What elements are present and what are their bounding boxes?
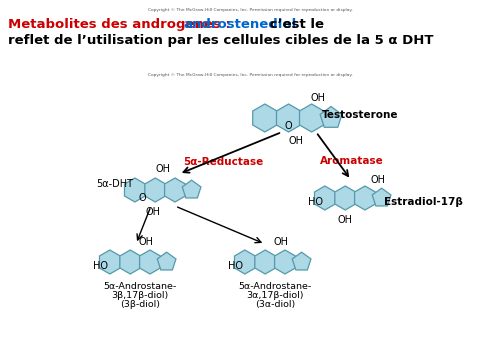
Polygon shape: [292, 252, 311, 270]
Text: (3β-diol): (3β-diol): [120, 300, 160, 309]
Polygon shape: [314, 186, 336, 210]
Polygon shape: [354, 186, 376, 210]
Text: Aromatase: Aromatase: [320, 156, 384, 166]
Text: Metabolites des androgenes :: Metabolites des androgenes :: [8, 18, 235, 31]
Text: 3β,17β-diol): 3β,17β-diol): [112, 291, 168, 300]
Polygon shape: [157, 252, 176, 270]
Text: Copyright © The McGraw-Hill Companies, Inc. Permission required for reproduction: Copyright © The McGraw-Hill Companies, I…: [148, 8, 352, 12]
Polygon shape: [145, 178, 166, 202]
Text: 5α-Androstane-: 5α-Androstane-: [104, 282, 176, 291]
Text: c’est le: c’est le: [265, 18, 324, 31]
Text: 3α,17β-diol): 3α,17β-diol): [246, 291, 304, 300]
Text: OH: OH: [138, 237, 154, 247]
Text: Estradiol-17β: Estradiol-17β: [384, 197, 463, 207]
Polygon shape: [182, 180, 201, 198]
Text: Testosterone: Testosterone: [322, 110, 398, 120]
Polygon shape: [124, 178, 146, 202]
Text: OH: OH: [310, 92, 326, 102]
Text: O: O: [284, 121, 292, 131]
Text: HO: HO: [308, 197, 323, 207]
Polygon shape: [276, 104, 300, 132]
Text: OH: OH: [370, 175, 385, 185]
Polygon shape: [234, 250, 256, 274]
Text: 5α-Androstane-: 5α-Androstane-: [238, 282, 312, 291]
Text: 5α-Reductase: 5α-Reductase: [183, 157, 263, 167]
Text: 5α-DHT: 5α-DHT: [96, 179, 133, 189]
Polygon shape: [320, 107, 342, 127]
Text: OH: OH: [145, 207, 160, 217]
Polygon shape: [252, 104, 277, 132]
Polygon shape: [164, 178, 186, 202]
Polygon shape: [120, 250, 141, 274]
Text: reflet de l’utilisation par les cellules cibles de la 5 α DHT: reflet de l’utilisation par les cellules…: [8, 34, 434, 47]
Polygon shape: [100, 250, 120, 274]
Text: OH: OH: [288, 136, 304, 146]
Text: androstenediol: androstenediol: [183, 18, 296, 31]
Text: O: O: [138, 193, 146, 203]
Text: OH: OH: [274, 237, 288, 247]
Polygon shape: [300, 104, 324, 132]
Polygon shape: [140, 250, 160, 274]
Text: (3α-diol): (3α-diol): [255, 300, 295, 309]
Text: HO: HO: [93, 261, 108, 271]
Polygon shape: [274, 250, 295, 274]
Polygon shape: [372, 188, 391, 206]
Text: OH: OH: [156, 164, 170, 174]
Polygon shape: [335, 186, 355, 210]
Polygon shape: [255, 250, 276, 274]
Text: Copyright © The McGraw-Hill Companies, Inc. Permission required for reproduction: Copyright © The McGraw-Hill Companies, I…: [148, 73, 352, 77]
Text: OH: OH: [337, 215, 352, 225]
Text: HO: HO: [228, 261, 243, 271]
